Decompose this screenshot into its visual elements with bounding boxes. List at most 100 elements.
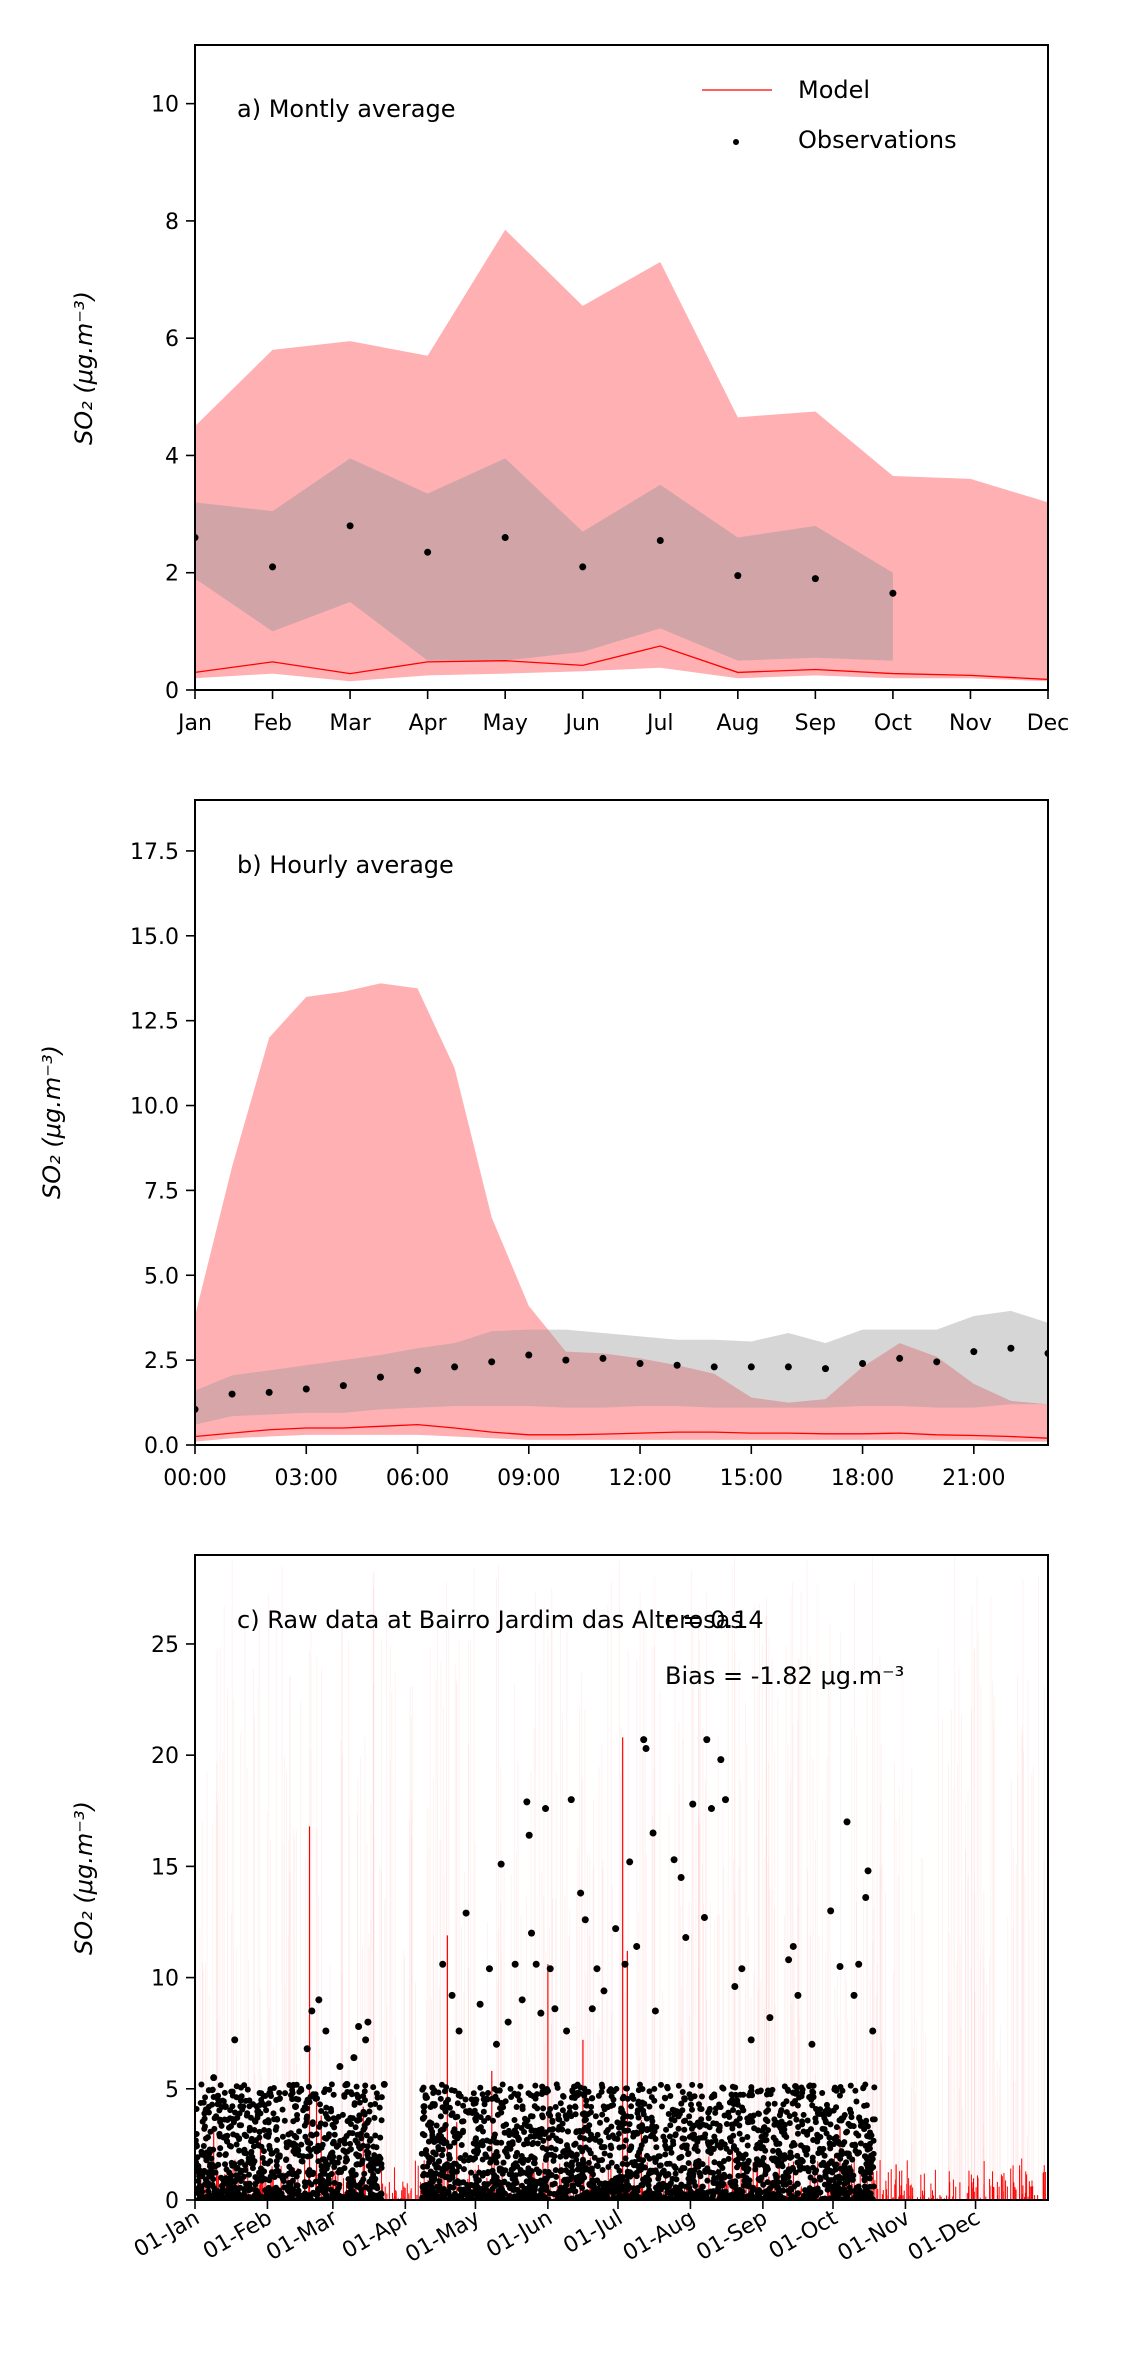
observation-point [378,2117,385,2124]
observation-point [298,2158,305,2165]
observation-point [581,2092,588,2099]
observation-point [804,2128,811,2135]
observation-point [833,2134,840,2141]
y-axis-ticks: 0 2 4 6 8 10 [151,93,195,704]
observation-point [765,2101,772,2108]
observation-point [507,2085,514,2092]
observation-point [453,2195,460,2200]
observation-point [451,2087,458,2094]
observation-point [710,2146,717,2153]
observation-point [794,2190,801,2197]
observation-point [451,1363,459,1371]
y-axis-label: SO₂ (μg.m⁻³) [38,1045,66,1199]
observation-point [809,2102,816,2109]
observation-point [269,2150,276,2157]
observation-point [492,2040,500,2048]
observation-point [344,2088,351,2095]
observation-point [734,2164,741,2171]
observation-point [599,1354,607,1362]
y-tick-label: 2 [165,562,179,587]
observation-point [620,2115,627,2122]
observation-point [558,2167,565,2174]
observation-point [316,2101,323,2108]
observation-point [517,2166,524,2173]
observation-point [216,2131,223,2138]
observation-point [866,2145,873,2152]
observation-point [738,2152,745,2159]
observation-point [500,2159,507,2166]
observation-point [489,2178,496,2185]
observation-point [270,2110,277,2117]
legend-observations-marker [733,139,739,145]
observation-point [496,2087,503,2094]
observation-point [293,2134,300,2141]
y-tick-label: 5 [165,2078,179,2103]
observation-point [273,2162,280,2169]
observation-point [494,2192,501,2199]
observation-point [321,2134,328,2141]
observation-point [603,2129,610,2136]
observation-point [567,2162,574,2169]
observation-point [833,2161,840,2168]
observation-point [710,2191,717,2198]
observation-point [355,2184,362,2191]
y-tick-label: 15.0 [130,925,179,950]
bias-annotation: Bias = -1.82 μg.m⁻³ [665,1662,904,1690]
observation-point [579,563,587,571]
observation-point [429,2084,436,2091]
observation-point [356,2112,363,2119]
observation-point [849,2142,856,2149]
observation-point [319,2141,326,2148]
observation-point [867,2170,874,2177]
observation-point [233,2094,240,2101]
observation-point [662,2151,669,2158]
observation-point [299,2194,306,2200]
observation-point [711,2175,718,2182]
y-tick-label: 10 [151,93,179,118]
observation-point [790,2165,797,2172]
observation-point [862,2120,869,2127]
observation-point [238,2193,245,2200]
observation-point [859,1360,867,1368]
observation-point [372,2132,379,2139]
observation-point [862,1894,870,1902]
observation-point [762,2116,769,2123]
observation-point [538,2126,545,2133]
observation-point [539,2114,546,2121]
observation-point [636,2194,643,2200]
x-tick-label: Oct [874,711,912,736]
observation-point [781,2121,788,2128]
observation-point [344,2189,351,2196]
observation-point [821,2152,828,2159]
legend-observations-label: Observations [798,126,957,154]
observation-point [449,2110,456,2117]
observation-point [459,2129,466,2136]
observation-point [575,2161,582,2168]
observation-point [228,2143,235,2150]
observation-point [303,2045,311,2053]
observation-point [716,2160,723,2167]
observation-point [747,1363,755,1371]
observation-point [488,2168,495,2175]
observation-point [767,2091,774,2098]
observation-point [551,2180,558,2187]
observation-point [573,2156,580,2163]
observation-point [487,2138,494,2145]
observation-point [715,2169,722,2176]
observation-point [801,2144,808,2151]
observation-point [557,2100,564,2107]
observation-point [794,2130,801,2137]
observation-point [700,2189,707,2196]
observation-point [793,2116,800,2123]
x-tick-label: 21:00 [942,1466,1005,1491]
observation-point [530,2139,537,2146]
observation-point [689,2081,696,2088]
observation-point [715,2127,722,2134]
observation-point [675,2125,682,2132]
panel-b-hourly-average: 0.02.55.07.510.012.515.017.5 00:00 03:00 0… [38,799,1049,1491]
observation-point [868,2152,875,2159]
observation-point [933,1358,941,1366]
observation-point [749,2186,756,2193]
observation-point [740,2182,747,2189]
observation-point [589,2177,596,2184]
